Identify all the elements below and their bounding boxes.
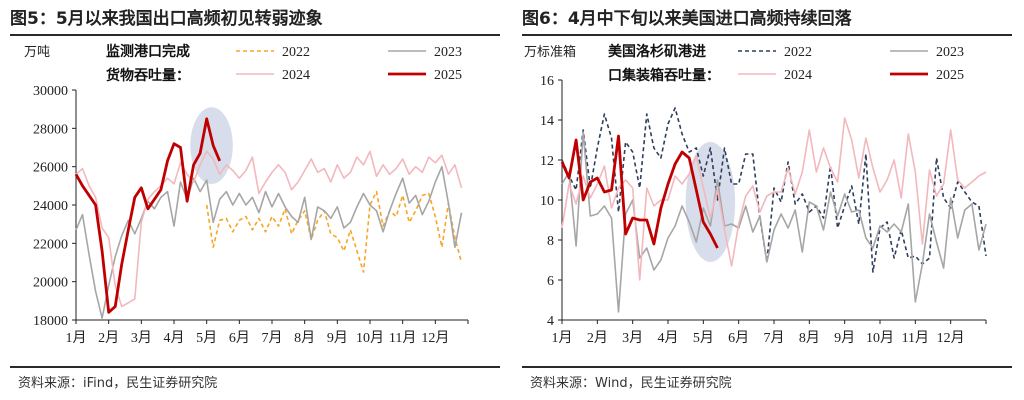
x-tick-label: 2月	[98, 330, 119, 346]
x-tick-label: 8月	[294, 330, 315, 346]
x-tick-label: 12月	[421, 330, 449, 346]
legend-label-2025: 2025	[936, 68, 964, 83]
y-tick-label: 18000	[33, 314, 68, 329]
series-line-2022	[561, 107, 987, 273]
legend-title-line1: 监测港口完成	[106, 43, 190, 60]
series-line-2023	[561, 131, 987, 313]
series-line-2022	[205, 190, 463, 273]
y-tick-label: 8	[547, 234, 554, 249]
series-line-2025	[560, 134, 719, 249]
y-tick-label: 30000	[33, 84, 68, 99]
x-tick-label: 9月	[834, 330, 855, 346]
x-tick-label: 1月	[66, 330, 87, 346]
x-tick-label: 11月	[902, 330, 929, 346]
y-tick-label: 12	[540, 154, 554, 169]
x-tick-label: 6月	[229, 330, 250, 346]
y-tick-label: 26000	[33, 161, 68, 176]
series-line-2023	[75, 165, 463, 319]
x-tick-label: 7月	[262, 330, 283, 346]
x-tick-label: 7月	[764, 330, 785, 346]
legend-label-2023: 2023	[936, 45, 964, 60]
source-note: 资料来源：Wind，民生证券研究院	[530, 376, 732, 391]
chart-panel-exports: 图5：5月以来我国出口高频初见转弱迹象 万吨 监测港口完成 货物吞吐量： 2022 20…	[6, 0, 506, 400]
chart-panel-imports: 图6：4月中下旬以来美国进口高频持续回落 万标准箱 美国洛杉矶港进 口集装箱吞吐量：…	[518, 0, 1018, 400]
x-tick-label: 3月	[131, 330, 152, 346]
legend-title-line1: 美国洛杉矶港进	[608, 43, 706, 60]
x-tick-label: 9月	[327, 330, 348, 346]
x-tick-label: 10月	[356, 330, 384, 346]
y-tick-label: 6	[547, 274, 554, 289]
y-tick-label: 4	[547, 314, 554, 329]
x-tick-label: 1月	[552, 330, 573, 346]
x-tick-label: 6月	[728, 330, 749, 346]
y-tick-label: 16	[540, 74, 554, 89]
x-tick-label: 3月	[622, 330, 643, 346]
chart-title: 图5：5月以来我国出口高频初见转弱迹象	[10, 9, 323, 29]
x-tick-label: 2月	[587, 330, 608, 346]
source-rule	[522, 366, 1012, 368]
legend-title-line2: 货物吞吐量：	[105, 67, 190, 84]
legend-label-2022: 2022	[784, 45, 812, 60]
x-tick-label: 5月	[693, 330, 714, 346]
series-line-2024	[75, 150, 463, 308]
x-tick-label: 8月	[799, 330, 820, 346]
y-tick-label: 10	[540, 194, 554, 209]
y-tick-label: 28000	[33, 122, 68, 137]
y-tick-label: 24000	[33, 199, 68, 214]
legend-label-2025: 2025	[434, 68, 462, 83]
series-line-2025	[74, 117, 221, 314]
legend-title-line2: 口集装箱吞吐量：	[608, 67, 720, 84]
y-axis-unit: 万标准箱	[524, 44, 576, 60]
x-tick-label: 4月	[658, 330, 679, 346]
legend-label-2023: 2023	[434, 45, 462, 60]
source-rule	[10, 366, 500, 368]
series-line-2024	[561, 117, 987, 281]
source-note: 资料来源：iFind，民生证券研究院	[18, 376, 218, 391]
title-rule	[522, 34, 1012, 36]
chart-title: 图6：4月中下旬以来美国进口高频持续回落	[522, 9, 852, 29]
y-axis-unit: 万吨	[24, 45, 50, 60]
x-tick-label: 4月	[164, 330, 185, 346]
legend-label-2022: 2022	[282, 45, 310, 60]
legend-label-2024: 2024	[784, 68, 812, 83]
x-tick-label: 12月	[937, 330, 965, 346]
x-tick-label: 10月	[866, 330, 894, 346]
x-tick-label: 11月	[389, 330, 416, 346]
y-tick-label: 22000	[33, 237, 68, 252]
title-rule	[10, 34, 500, 36]
legend-label-2024: 2024	[282, 68, 310, 83]
x-tick-label: 5月	[196, 330, 217, 346]
y-tick-label: 20000	[33, 276, 68, 291]
y-tick-label: 14	[540, 114, 554, 129]
